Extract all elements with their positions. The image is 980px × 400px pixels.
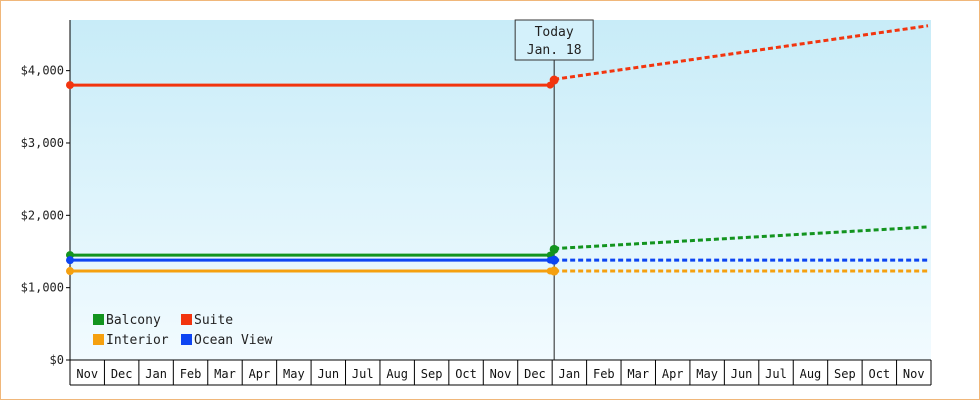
- x-tick-label: Oct: [868, 367, 890, 381]
- series-point-suite: [66, 81, 74, 90]
- legend-swatch-interior: [93, 334, 104, 345]
- y-tick-label: $0: [50, 353, 64, 367]
- x-tick-label: Nov: [490, 367, 512, 381]
- y-tick-label: $4,000: [21, 64, 64, 78]
- legend-swatch-suite: [181, 314, 192, 325]
- x-tick-label: Nov: [903, 367, 925, 381]
- x-tick-label: Nov: [76, 367, 98, 381]
- today-label-title: Today: [535, 25, 574, 40]
- x-tick-label: Apr: [249, 367, 271, 381]
- series-forecast-balcony: [554, 225, 929, 251]
- today-marker: Today Jan. 18: [514, 19, 594, 360]
- x-tick-label: Jan: [145, 367, 167, 381]
- x-tick-label: Oct: [455, 367, 477, 381]
- y-tick-label: $2,000: [21, 208, 64, 222]
- legend-swatch-ocean-view: [181, 334, 192, 345]
- x-tick-label: May: [696, 367, 718, 381]
- x-tick-label: Dec: [111, 367, 133, 381]
- y-axis: $0 $1,000 $2,000 $3,000 $4,000: [21, 20, 71, 367]
- x-tick-label: Jan: [559, 367, 581, 381]
- series-forecast-suite: [553, 24, 929, 81]
- series-lines: [66, 24, 929, 276]
- x-tick-label: Mar: [214, 367, 236, 381]
- today-label-date: Jan. 18: [527, 43, 582, 58]
- x-tick-label: Jul: [352, 367, 374, 381]
- x-tick-label: Feb: [593, 367, 615, 381]
- today-label-box: [514, 19, 594, 61]
- y-tick-label: $3,000: [21, 136, 64, 150]
- x-tick-label: May: [283, 367, 305, 381]
- x-tick-label: Sep: [834, 367, 856, 381]
- x-tick-label: Jun: [317, 367, 339, 381]
- legend-label-ocean-view: Ocean View: [194, 333, 272, 348]
- x-tick-label: Dec: [524, 367, 546, 381]
- x-axis: Nov Dec Jan Feb Mar Apr May Jun Jul Aug Sep Oct Nov D…: [69, 359, 932, 386]
- x-tick-label: Sep: [421, 367, 443, 381]
- x-tick-label: Apr: [662, 367, 684, 381]
- x-tick-label: Aug: [386, 367, 408, 381]
- x-tick-label: Aug: [800, 367, 822, 381]
- series-point-interior: [66, 267, 74, 276]
- series-point-ocean-view: [66, 256, 74, 265]
- legend-label-balcony: Balcony: [106, 313, 161, 328]
- legend: Balcony Suite Interior Ocean View: [93, 313, 272, 348]
- x-tick-label: Mar: [627, 367, 649, 381]
- x-tick-label: Feb: [180, 367, 202, 381]
- legend-swatch-balcony: [93, 314, 104, 325]
- legend-label-suite: Suite: [194, 313, 233, 328]
- x-tick-label: Jun: [731, 367, 753, 381]
- y-tick-label: $1,000: [21, 281, 64, 295]
- legend-label-interior: Interior: [106, 333, 169, 348]
- x-tick-label: Jul: [765, 367, 787, 381]
- plot-area: [70, 20, 931, 360]
